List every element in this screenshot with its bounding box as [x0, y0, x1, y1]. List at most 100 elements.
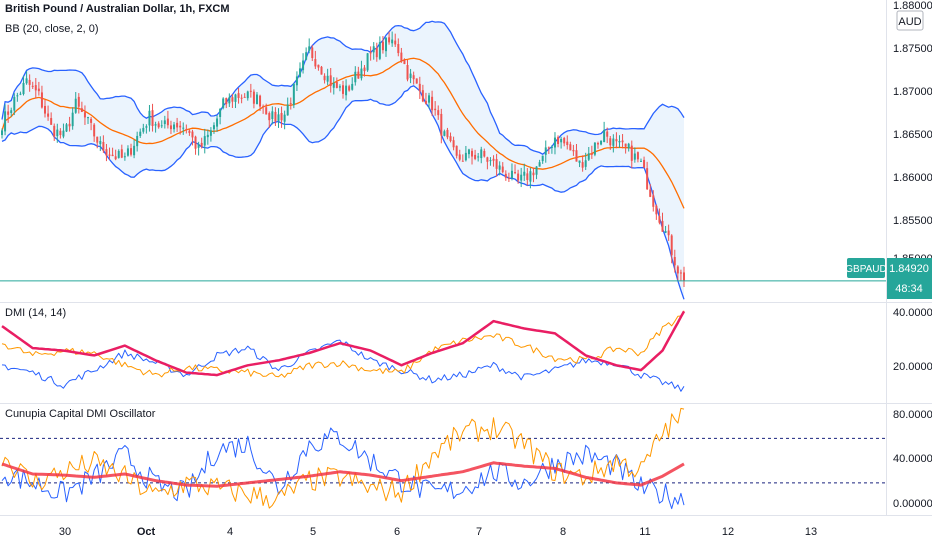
- candle-body: [679, 272, 682, 274]
- candle-body: [308, 46, 311, 51]
- candle-body: [369, 52, 372, 54]
- candle-body: [108, 154, 111, 156]
- candle-body: [185, 129, 188, 131]
- price-tick-2: 1.87000: [893, 86, 932, 98]
- candle-body: [28, 79, 31, 85]
- candle-body: [498, 165, 501, 170]
- candle-body: [99, 141, 102, 145]
- candle-body: [385, 37, 388, 52]
- bb-legend[interactable]: BB (20, close, 2, 0): [5, 23, 99, 35]
- candle-body: [431, 96, 434, 111]
- candle-body: [16, 95, 19, 97]
- candle-body: [412, 75, 415, 80]
- candle-body: [612, 138, 615, 146]
- candle-body: [381, 41, 384, 51]
- candle-body: [246, 91, 249, 99]
- dmi-legend[interactable]: DMI (14, 14): [5, 307, 67, 319]
- candle-body: [126, 148, 129, 156]
- symbol-badge-label: GBPAUD: [845, 264, 887, 275]
- dmi-tick-20: 20.0000: [893, 361, 932, 373]
- candle-body: [553, 137, 556, 148]
- candle-body: [105, 149, 108, 156]
- candle-body: [578, 160, 581, 163]
- candle-body: [621, 140, 624, 143]
- candle-body: [510, 170, 513, 179]
- currency-box[interactable]: [896, 10, 924, 31]
- candle-body: [560, 139, 563, 143]
- candle-body: [188, 130, 191, 133]
- candle-body: [348, 86, 351, 91]
- candle-body: [80, 108, 83, 112]
- candle-body: [130, 148, 133, 155]
- bollinger-bands: [1, 20, 685, 300]
- candle-body: [486, 157, 489, 162]
- candle-body: [255, 94, 258, 105]
- symbol-badge[interactable]: [847, 258, 885, 278]
- candle-body: [34, 85, 37, 91]
- candle-body: [673, 257, 676, 266]
- candle-body: [335, 81, 338, 88]
- candle-body: [228, 97, 231, 104]
- candle-body: [483, 150, 486, 157]
- candle-body: [566, 141, 569, 146]
- candle-body: [50, 118, 53, 125]
- osc-legend[interactable]: Cunupia Capital DMI Oscillator: [5, 408, 156, 420]
- candle-body: [249, 90, 252, 92]
- candle-body: [87, 117, 90, 119]
- candle-body: [160, 125, 163, 127]
- candle-body: [507, 177, 510, 179]
- candle-body: [68, 123, 71, 127]
- candle-body: [596, 143, 599, 145]
- osc-tick-80: 80.00000: [893, 409, 932, 421]
- candle-body: [664, 231, 667, 233]
- candle-body: [535, 166, 538, 175]
- candle-body: [639, 160, 642, 162]
- candle-body: [182, 127, 185, 129]
- candle-body: [62, 130, 65, 137]
- candle-body: [13, 96, 16, 111]
- candle-body: [544, 147, 547, 155]
- candle-body: [452, 140, 455, 148]
- candle-body: [670, 235, 673, 256]
- candle-body: [615, 139, 618, 142]
- candle-body: [538, 162, 541, 167]
- price-tick-5: 1.85500: [893, 215, 932, 227]
- dmi-minus-line: [1, 310, 685, 378]
- candle-body: [526, 173, 529, 180]
- candle-body: [480, 149, 483, 159]
- candle-body: [271, 111, 274, 120]
- candle-body: [133, 145, 136, 156]
- candle-body: [212, 125, 215, 130]
- time-tick-oct: Oct: [137, 526, 156, 538]
- candle-body: [262, 106, 265, 108]
- candle-body: [148, 110, 151, 126]
- candle-body: [624, 143, 627, 147]
- time-tick-8: 8: [560, 526, 566, 538]
- candle-body: [437, 110, 440, 116]
- candle-body: [216, 118, 219, 127]
- candle-body: [222, 98, 225, 108]
- candle-body: [354, 71, 357, 83]
- candle-body: [295, 76, 298, 86]
- candle-body: [520, 174, 523, 181]
- candle-body: [676, 266, 679, 274]
- bb-fill: [2, 21, 684, 300]
- candle-body: [194, 136, 197, 149]
- candle-body: [302, 60, 305, 71]
- price-badge[interactable]: [887, 258, 932, 299]
- candle-body: [7, 111, 10, 115]
- bb-upper-band: [1, 20, 685, 155]
- candle-body: [47, 113, 50, 117]
- candle-body: [609, 138, 612, 146]
- candle-body: [627, 143, 630, 149]
- candle-body: [231, 97, 234, 102]
- candle-body: [403, 60, 406, 65]
- candle-body: [646, 168, 649, 190]
- price-badge-countdown: 48:34: [895, 283, 923, 295]
- candle-body: [240, 97, 243, 99]
- candle-body: [550, 147, 553, 149]
- candle-body: [541, 155, 544, 162]
- candle-body: [338, 86, 341, 88]
- chart-title[interactable]: British Pound / Australian Dollar, 1h, F…: [5, 3, 230, 15]
